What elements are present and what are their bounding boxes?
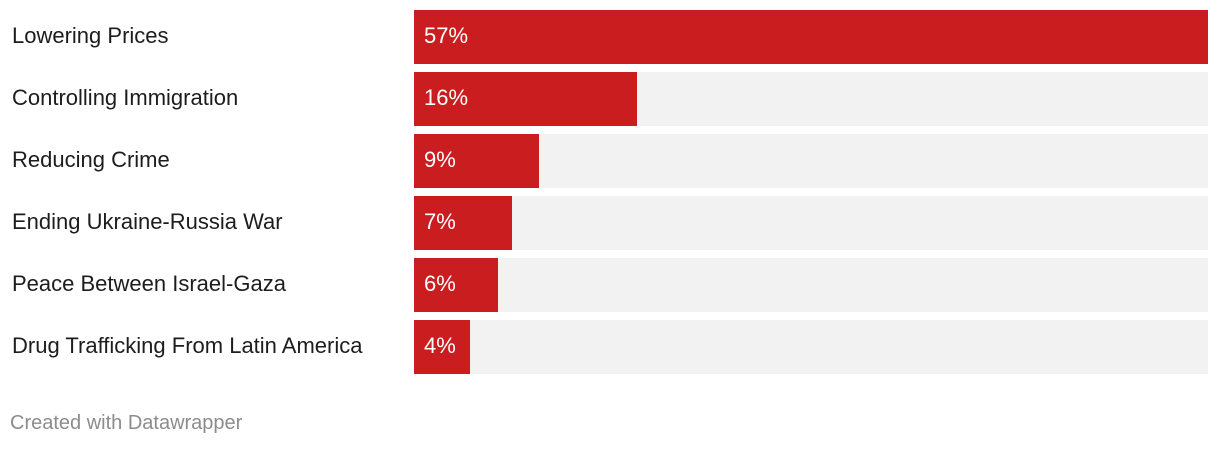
bar-row: Reducing Crime 9% <box>0 134 1220 188</box>
bar <box>414 320 470 374</box>
bar-track: 16% <box>414 72 1208 126</box>
bar-track: 57% <box>414 10 1208 64</box>
value-label: 57% <box>424 23 469 48</box>
bar <box>414 72 637 126</box>
bar-track: 4% <box>414 320 1208 374</box>
bar-row: Peace Between Israel-Gaza 6% <box>0 258 1220 312</box>
bar-row: Lowering Prices 57% <box>0 10 1220 64</box>
bar <box>414 134 539 188</box>
footer-credit: Created with Datawrapper <box>10 412 243 434</box>
category-label: Reducing Crime <box>12 147 170 172</box>
category-label: Lowering Prices <box>12 23 169 48</box>
bar-track: 9% <box>414 134 1208 188</box>
category-label: Drug Trafficking From Latin America <box>12 333 363 358</box>
value-label: 7% <box>424 209 456 234</box>
bar <box>414 258 498 312</box>
value-label: 9% <box>424 147 456 172</box>
bar <box>414 196 512 250</box>
bar-track: 6% <box>414 258 1208 312</box>
value-label: 16% <box>424 85 469 110</box>
bar-row: Ending Ukraine-Russia War 7% <box>0 196 1220 250</box>
value-label: 4% <box>424 333 456 358</box>
bar <box>414 10 1208 64</box>
bar-row: Drug Trafficking From Latin America 4% <box>0 320 1220 374</box>
category-label: Peace Between Israel-Gaza <box>12 271 286 296</box>
value-label: 6% <box>424 271 456 296</box>
category-label: Controlling Immigration <box>12 85 239 110</box>
bar-row: Controlling Immigration 16% <box>0 72 1220 126</box>
bar-track: 7% <box>414 196 1208 250</box>
bar-chart: Lowering Prices 57% Controlling Immigratio… <box>0 10 1220 374</box>
category-label: Ending Ukraine-Russia War <box>12 209 283 234</box>
